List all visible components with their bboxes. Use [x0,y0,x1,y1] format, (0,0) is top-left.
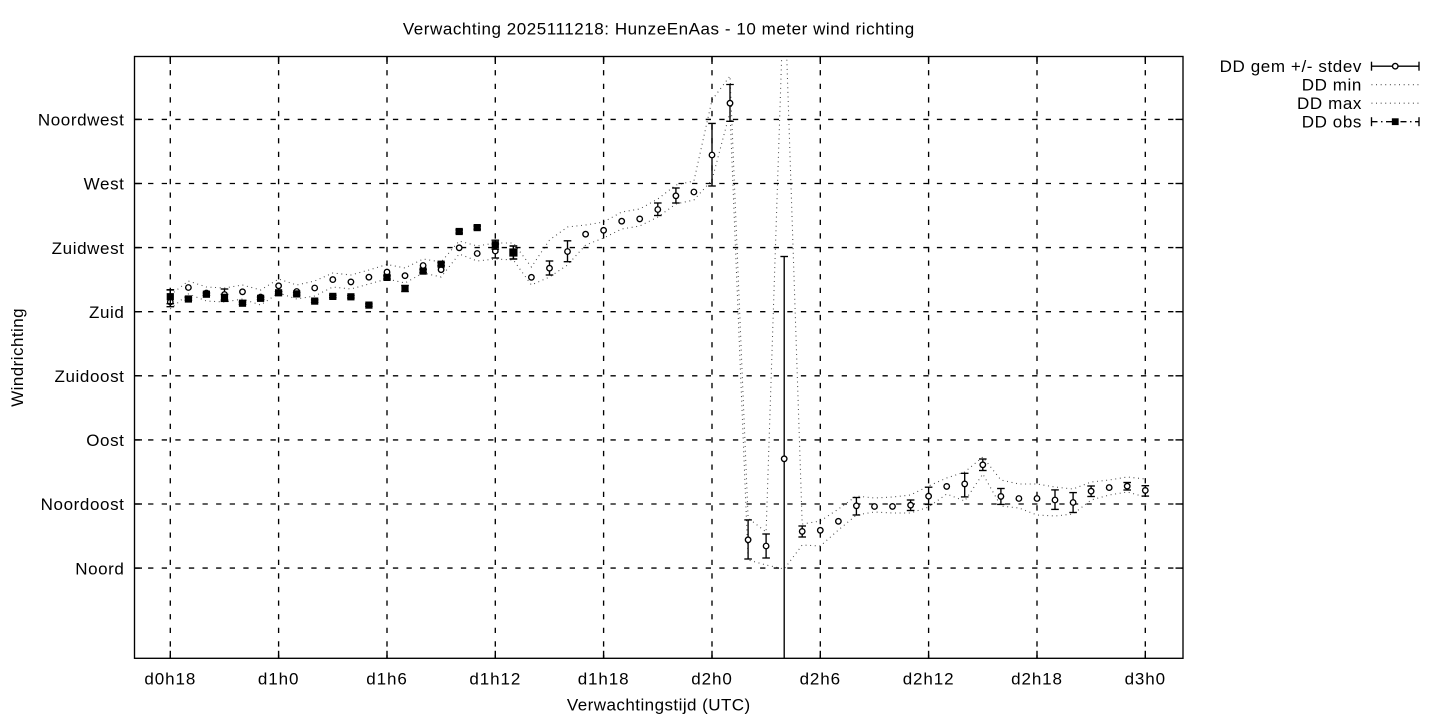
svg-text:d1h18: d1h18 [578,669,630,688]
svg-text:d0h18: d0h18 [144,669,196,688]
svg-text:DD max: DD max [1297,94,1362,113]
svg-text:DD obs: DD obs [1302,113,1362,132]
svg-text:d1h0: d1h0 [258,669,299,688]
svg-text:DD gem +/- stdev: DD gem +/- stdev [1220,57,1362,76]
svg-text:Verwachtingstijd (UTC): Verwachtingstijd (UTC) [567,696,751,715]
svg-text:Noordoost: Noordoost [41,495,125,514]
svg-text:Windrichting: Windrichting [8,308,27,407]
svg-text:Noord: Noord [75,559,124,578]
svg-text:Verwachting 2025111218: HunzeE: Verwachting 2025111218: HunzeEnAas - 10 … [403,19,915,38]
svg-text:West: West [84,175,125,194]
svg-text:d2h0: d2h0 [691,669,732,688]
svg-text:Oost: Oost [86,431,124,450]
svg-text:d1h12: d1h12 [469,669,521,688]
svg-text:d3h0: d3h0 [1125,669,1166,688]
svg-text:d2h18: d2h18 [1011,669,1063,688]
svg-text:DD min: DD min [1302,76,1362,95]
svg-text:d2h12: d2h12 [903,669,955,688]
svg-text:d2h6: d2h6 [800,669,841,688]
svg-text:Zuidwest: Zuidwest [52,239,125,258]
svg-text:d1h6: d1h6 [366,669,407,688]
svg-text:Zuid: Zuid [89,303,124,322]
svg-text:Noordwest: Noordwest [38,111,125,130]
svg-text:Zuidoost: Zuidoost [54,367,124,386]
